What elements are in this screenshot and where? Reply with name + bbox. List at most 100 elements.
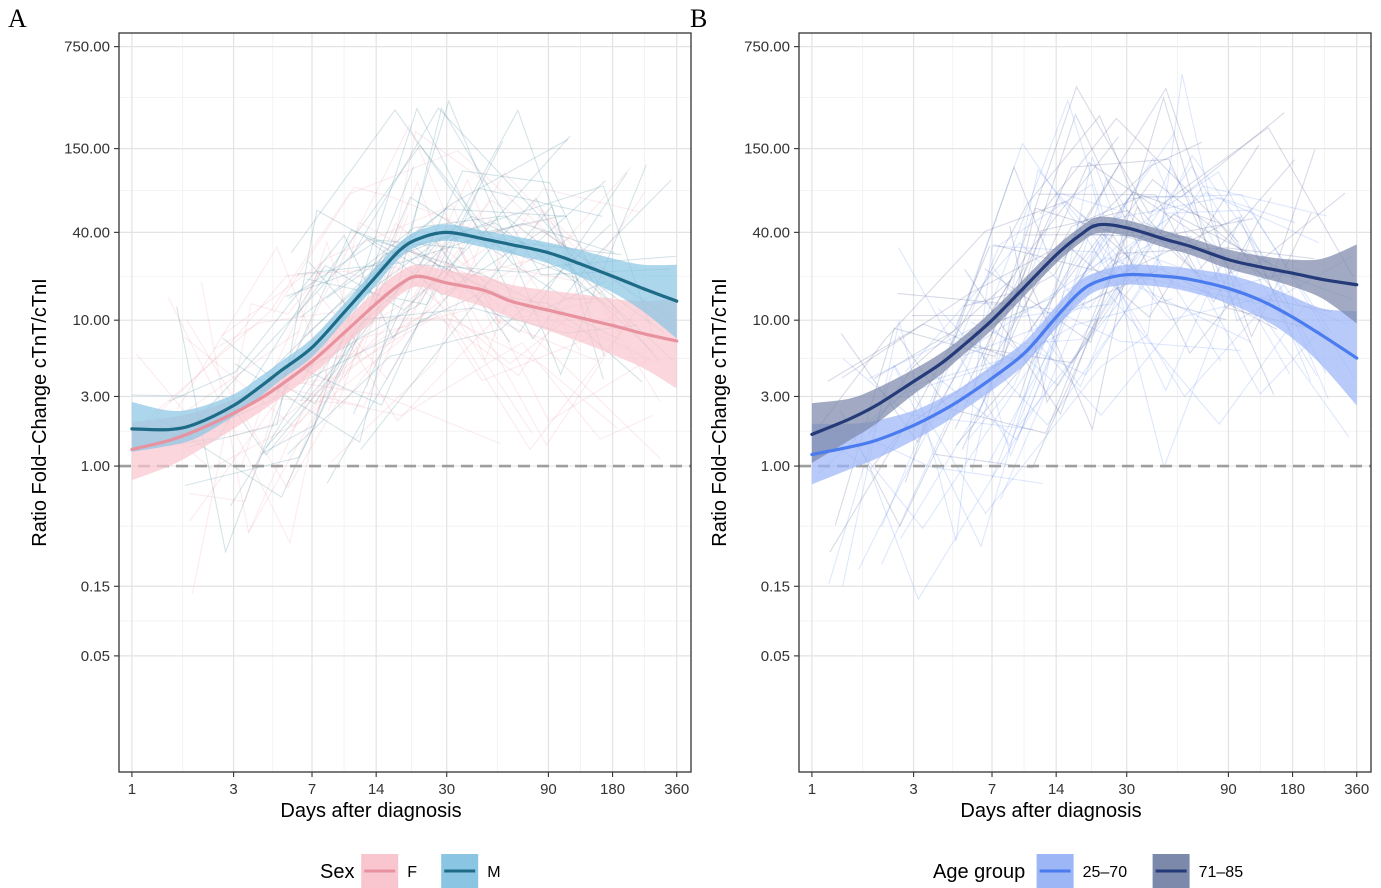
x-axis-title: Days after diagnosis: [960, 800, 1141, 822]
trajectory-line: [1039, 261, 1350, 438]
x-tick-label: 360: [1344, 781, 1369, 798]
x-axis-title: Days after diagnosis: [280, 800, 461, 822]
legend-item: M: [441, 854, 501, 888]
x-tick-label: 7: [308, 781, 316, 798]
trajectory-line: [247, 316, 618, 534]
confidence-band-1: [811, 264, 1357, 485]
x-axis: 1 3 7 14 30 90 180 360: [128, 772, 689, 798]
legend-title: Sex: [320, 861, 354, 883]
x-tick-label: 360: [664, 781, 689, 798]
y-tick-label: 40.00: [72, 224, 110, 241]
trajectory-line: [894, 73, 1352, 515]
x-tick-label: 3: [229, 781, 237, 798]
trajectory-line: [826, 155, 1252, 601]
trajectory-line: [248, 266, 645, 447]
y-tick-label: 10.00: [752, 312, 790, 329]
trajectory-line: [213, 309, 350, 350]
series-line-2: [810, 222, 1359, 436]
trajectory-line: [304, 140, 504, 371]
trajectory-line: [134, 266, 617, 437]
trajectory-line: [967, 213, 1281, 440]
trajectory-line: [937, 261, 1161, 426]
legend-item: 25–70: [1036, 854, 1128, 888]
y-axis-title: Ratio Fold−Change cTnT/cTnI: [29, 278, 51, 546]
panel-letter: A: [8, 4, 27, 33]
trajectory-line: [1024, 178, 1346, 355]
trajectory-line: [991, 231, 1316, 478]
trajectory-line: [897, 113, 1242, 355]
y-tick-label: 0.05: [761, 648, 790, 665]
grid: [799, 33, 1371, 772]
trajectory-line: [229, 197, 578, 507]
trajectory-line: [186, 222, 576, 489]
x-tick-label: 1: [128, 781, 136, 798]
trajectory-line: [842, 245, 1284, 587]
individual-trajectories: [817, 73, 1355, 601]
trajectory-line: [260, 107, 672, 455]
y-axis-title: Ratio Fold−Change cTnT/cTnI: [709, 278, 731, 546]
legend: Age group 25–70 71–85: [933, 854, 1243, 888]
trajectory-line: [904, 165, 1318, 377]
y-axis: 0.05 0.15 1.00 3.00 10.00 40.00 150.00 750.00: [64, 39, 119, 665]
trajectory-line: [874, 245, 991, 379]
trajectory-line: [818, 200, 1133, 428]
y-tick-label: 1.00: [81, 458, 110, 475]
legend-item: 71–85: [1152, 854, 1244, 888]
y-tick-label: 3.00: [81, 388, 110, 405]
trajectory-line: [900, 252, 1083, 539]
y-tick-label: 750.00: [64, 39, 110, 56]
trajectory-line: [868, 214, 1243, 458]
trajectory-line: [911, 136, 1120, 317]
confidence-band-2: [131, 224, 677, 452]
trajectory-line: [980, 85, 1354, 366]
x-tick-label: 90: [1220, 781, 1237, 798]
trajectory-line: [171, 187, 640, 470]
trajectory-line: [828, 312, 1051, 585]
x-tick-label: 1: [808, 781, 816, 798]
trajectory-line: [176, 187, 603, 554]
confidence-band-1: [131, 264, 677, 481]
x-tick-label: 14: [368, 781, 385, 798]
series-line-1: [130, 274, 679, 452]
y-tick-label: 0.15: [761, 578, 790, 595]
trajectory-line: [834, 112, 1285, 526]
trajectory-line: [285, 185, 655, 338]
trajectory-line: [1001, 159, 1296, 362]
trajectory-line: [287, 213, 409, 488]
x-axis: 1 3 7 14 30 90 180 360: [808, 772, 1369, 798]
legend: Sex F M: [320, 854, 501, 888]
x-tick-label: 14: [1048, 781, 1065, 798]
trajectory-line: [191, 267, 325, 594]
trajectory-line: [296, 222, 615, 275]
series-line-1: [810, 272, 1359, 457]
y-axis: 0.05 0.15 1.00 3.00 10.00 40.00 150.00 750.00: [744, 39, 799, 665]
trajectory-line: [264, 342, 654, 440]
trajectory-line: [350, 107, 660, 363]
trajectory-line: [976, 192, 1117, 419]
y-tick-label: 0.15: [81, 578, 110, 595]
trajectory-line: [221, 204, 598, 362]
trajectory-line: [287, 223, 612, 455]
legend-label: M: [487, 864, 500, 881]
y-tick-label: 750.00: [744, 39, 790, 56]
y-tick-label: 1.00: [761, 458, 790, 475]
y-tick-label: 10.00: [72, 312, 110, 329]
trajectory-line: [191, 230, 668, 426]
legend-label: 25–70: [1083, 864, 1128, 881]
x-tick-label: 3: [909, 781, 917, 798]
y-tick-label: 40.00: [752, 224, 790, 241]
panel-b: B 1 3 7 14 30 90 180 360 0.05 0.15 1.00 3.00 10.00 40.…: [690, 4, 1372, 888]
trajectory-line: [200, 281, 343, 535]
y-tick-label: 150.00: [64, 141, 110, 158]
x-tick-label: 30: [1118, 781, 1135, 798]
legend-label: 71–85: [1199, 864, 1244, 881]
legend-title: Age group: [933, 861, 1025, 883]
legend-label: F: [407, 864, 417, 881]
panel-a: A 1 3 7 14 30 90 180 360 0.05 0.15 1.00 3.00 10.00 40.…: [8, 4, 692, 888]
trajectory-line: [904, 165, 1050, 483]
panel-border: [118, 32, 692, 773]
trajectory-line: [283, 123, 498, 379]
trajectory-line: [1040, 117, 1239, 243]
trajectory-line: [929, 142, 1320, 403]
